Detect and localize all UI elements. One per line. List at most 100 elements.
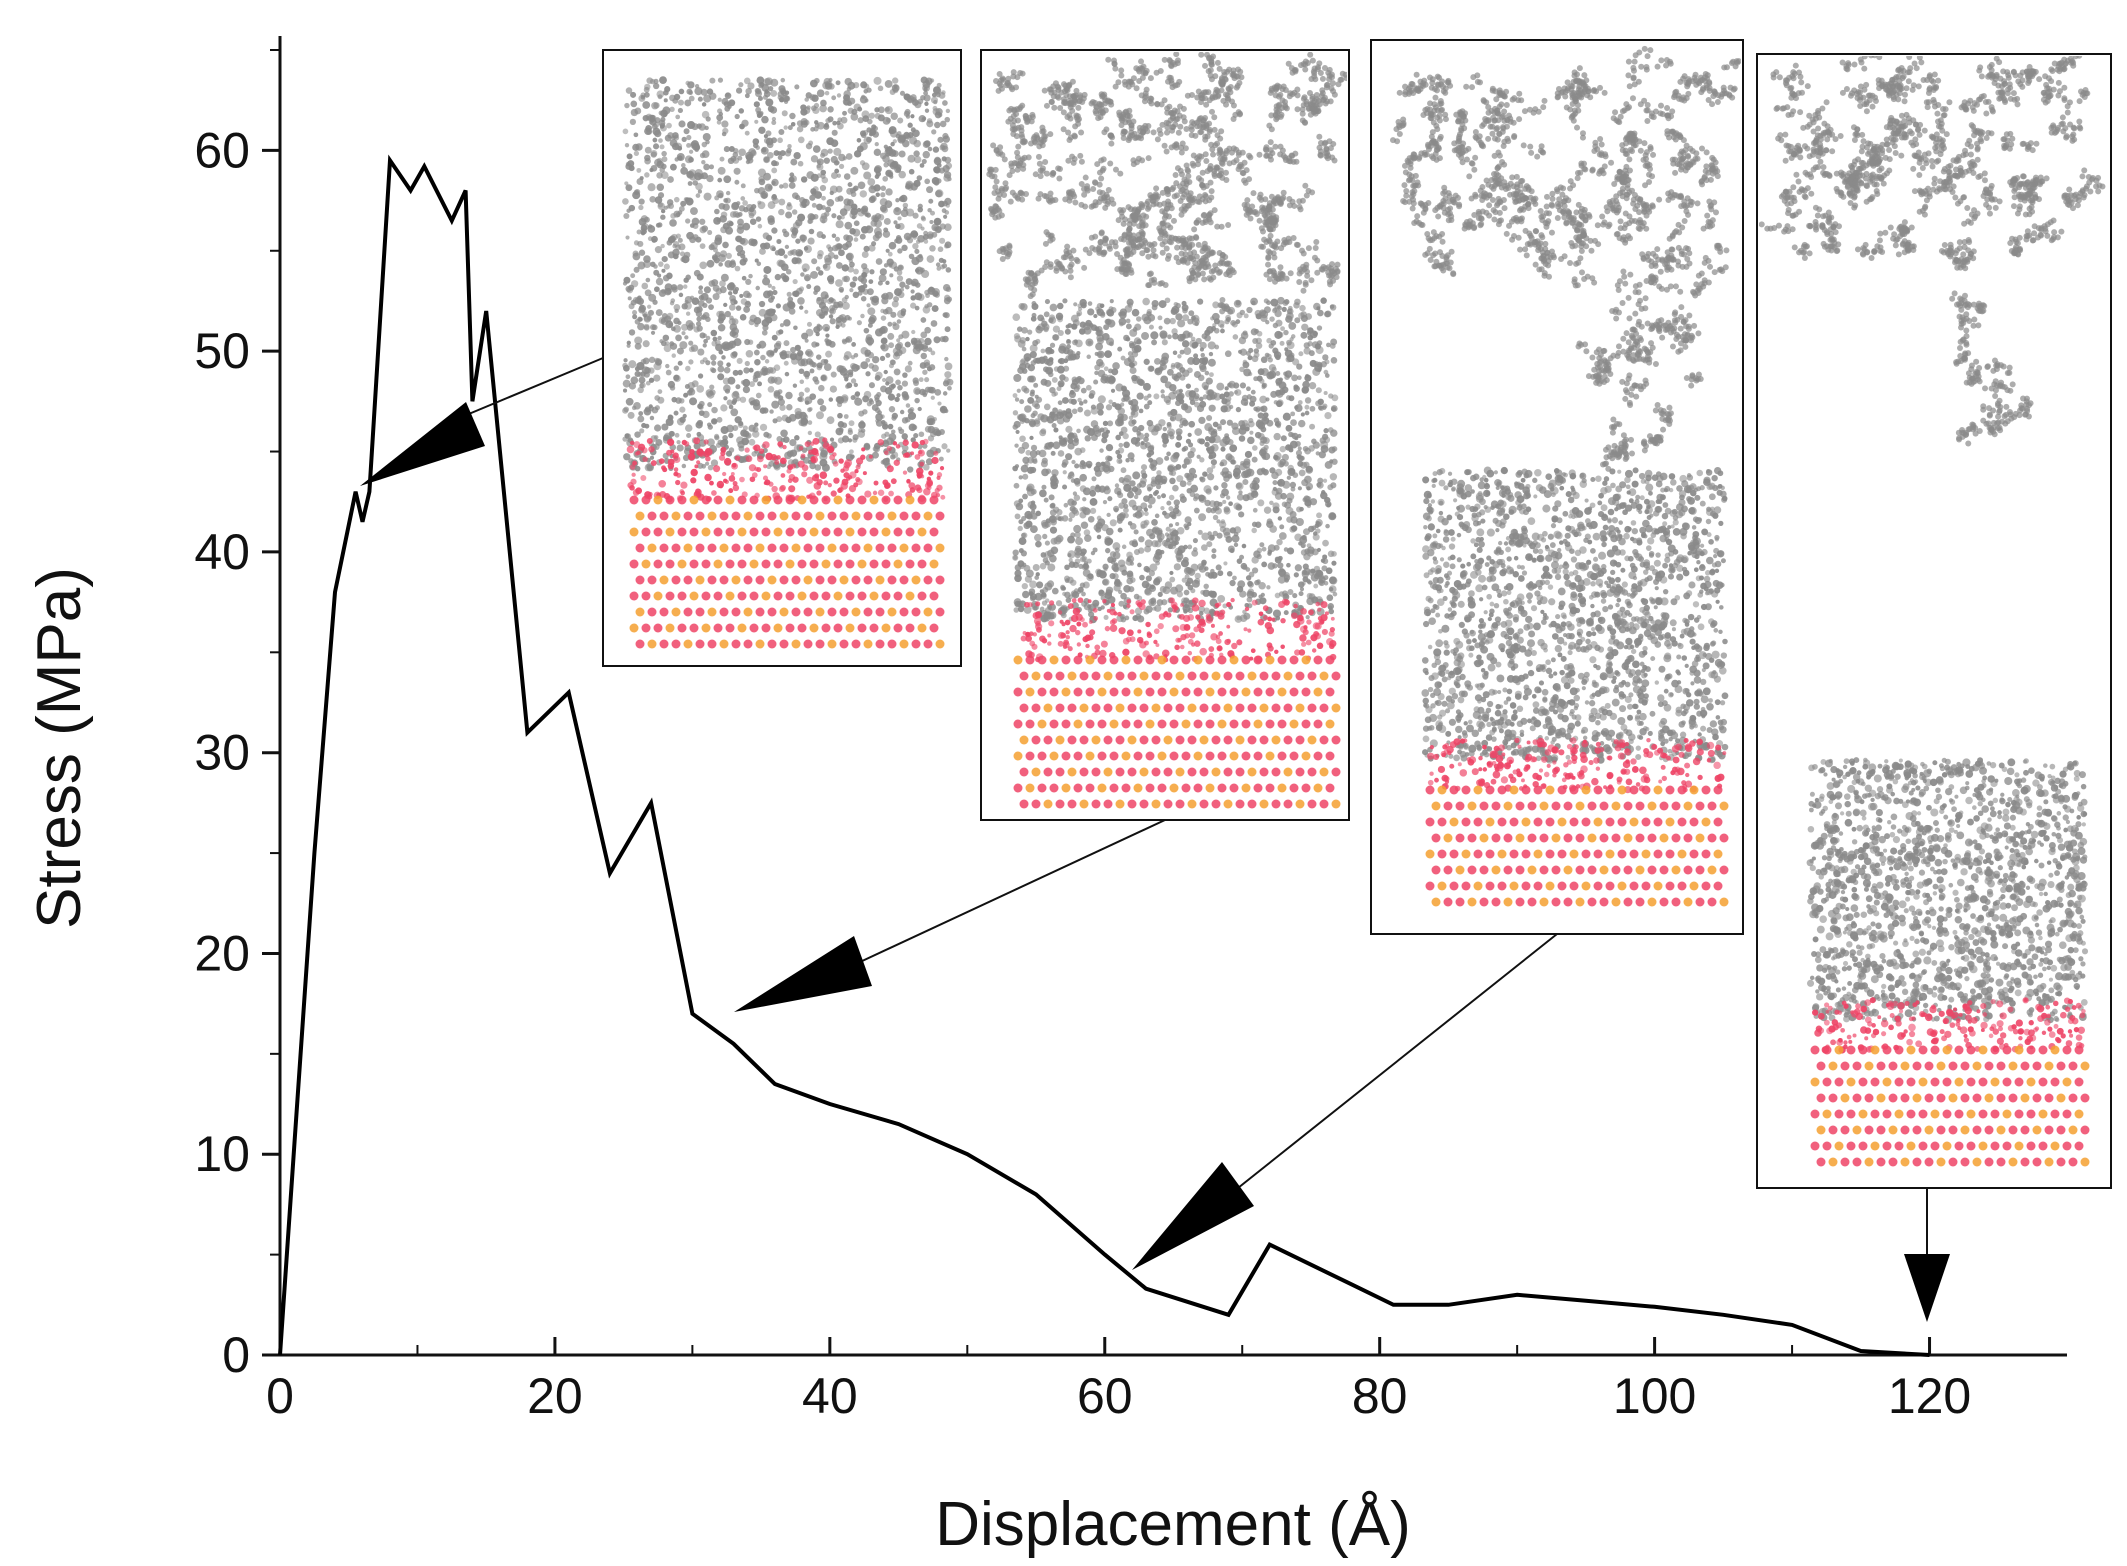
atom (1088, 234, 1095, 241)
atom (1090, 185, 1097, 192)
atom (1309, 423, 1316, 430)
atom (891, 412, 898, 420)
atom (941, 90, 946, 95)
atom (808, 450, 813, 455)
atom (1268, 193, 1275, 200)
atom (1168, 234, 1175, 241)
atom (850, 378, 857, 384)
atom (624, 102, 630, 109)
atom (1142, 297, 1150, 306)
atom (821, 463, 830, 472)
atom (1208, 141, 1215, 148)
atom (851, 511, 861, 521)
atom (703, 192, 712, 201)
atom (836, 173, 842, 178)
atom (821, 623, 831, 633)
atom (1305, 187, 1312, 194)
atom (803, 370, 810, 378)
atom (635, 511, 645, 521)
atom (1295, 440, 1301, 447)
atom (895, 164, 902, 171)
atom (884, 106, 893, 115)
atom (998, 77, 1005, 84)
atom (1273, 84, 1280, 91)
atom (1089, 507, 1097, 515)
atom (671, 575, 681, 585)
atom (638, 411, 644, 416)
atom (1051, 423, 1057, 429)
atom (663, 205, 668, 210)
atom (816, 163, 824, 171)
atom (767, 283, 772, 288)
atom (1115, 79, 1122, 86)
atom (1267, 147, 1274, 154)
atom (811, 474, 819, 482)
atom (1219, 252, 1226, 259)
atom (628, 329, 636, 336)
atom (875, 419, 883, 427)
atom (714, 433, 720, 439)
atom (1290, 411, 1296, 417)
atom (878, 274, 887, 283)
atom (629, 464, 636, 470)
atom (779, 575, 789, 585)
atom (629, 559, 639, 569)
atom (783, 340, 790, 347)
atom (723, 101, 730, 107)
atom (717, 439, 724, 446)
atom (804, 441, 811, 447)
atom (701, 591, 711, 601)
atom (996, 70, 1003, 77)
atoms-1 (622, 76, 954, 649)
atom (802, 456, 810, 464)
atom (1175, 129, 1182, 136)
atom (797, 160, 804, 167)
atom (861, 263, 868, 270)
atom (767, 543, 777, 553)
atom (827, 116, 834, 123)
atom (1131, 308, 1140, 317)
atom (714, 195, 720, 201)
atom (633, 189, 640, 196)
atom (843, 198, 851, 206)
atom (677, 237, 683, 243)
atom (1289, 91, 1296, 98)
atom (797, 350, 804, 357)
atom (838, 163, 845, 169)
atom (1238, 435, 1246, 442)
atom (858, 410, 865, 417)
atom (939, 120, 947, 128)
atom (1015, 162, 1022, 169)
atom (737, 527, 747, 537)
atom (1000, 249, 1007, 256)
atom (885, 152, 890, 157)
atom (1082, 174, 1089, 181)
atom (865, 371, 871, 377)
atom (1315, 528, 1321, 534)
atom (1186, 241, 1193, 248)
atom (695, 236, 702, 243)
atom (851, 543, 861, 553)
atom (664, 287, 672, 296)
atom (826, 198, 835, 207)
atom (705, 116, 711, 122)
atom (719, 511, 729, 521)
atom (765, 98, 774, 107)
atom (842, 465, 850, 472)
atom (634, 465, 641, 472)
atom (653, 269, 660, 276)
atom (712, 255, 718, 261)
atom (737, 623, 747, 633)
atom (1187, 432, 1192, 437)
atom (1185, 202, 1192, 209)
atom (1273, 106, 1280, 113)
atom (659, 607, 669, 617)
atom (931, 287, 940, 296)
atom (884, 450, 889, 456)
atom (940, 142, 948, 150)
y-tick-label: 0 (222, 1327, 250, 1383)
atom (784, 244, 790, 250)
atom (626, 445, 635, 454)
atom (1275, 390, 1284, 398)
atom (1098, 157, 1105, 164)
